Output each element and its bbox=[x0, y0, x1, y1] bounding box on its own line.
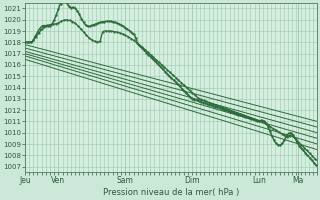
X-axis label: Pression niveau de la mer( hPa ): Pression niveau de la mer( hPa ) bbox=[103, 188, 239, 197]
